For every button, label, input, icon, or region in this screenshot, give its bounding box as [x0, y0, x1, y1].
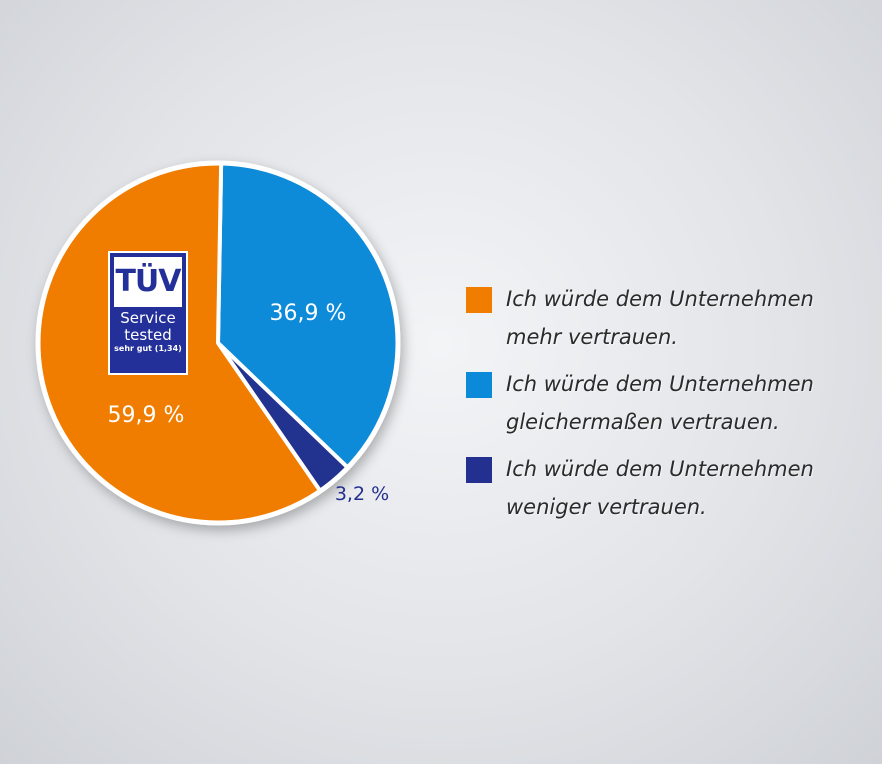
tuv-badge-grade: sehr gut (1,34): [114, 344, 182, 353]
legend-swatch: [466, 372, 492, 398]
legend-item: Ich würde dem Unternehmen weniger vertra…: [466, 450, 866, 526]
slice-value-label: 36,9 %: [270, 301, 347, 326]
slice-value-label: 59,9 %: [108, 403, 185, 428]
legend-swatch: [466, 457, 492, 483]
legend-item: Ich würde dem Unternehmen mehr vertrauen…: [466, 280, 866, 356]
pie-outline: [35, 160, 401, 526]
legend-swatch: [466, 287, 492, 313]
chart-legend: Ich würde dem Unternehmen mehr vertrauen…: [466, 280, 866, 535]
tuv-badge: TÜV Service tested sehr gut (1,34): [108, 251, 188, 375]
tuv-logo: TÜV: [114, 257, 182, 307]
legend-item: Ich würde dem Unternehmen gleichermaßen …: [466, 365, 866, 441]
tuv-badge-line1: Service: [120, 309, 176, 327]
legend-label: Ich würde dem Unternehmen weniger vertra…: [506, 457, 814, 519]
tuv-badge-line2: tested: [124, 326, 172, 344]
legend-label: Ich würde dem Unternehmen gleichermaßen …: [506, 372, 814, 434]
slice-value-label: 3,2 %: [335, 483, 389, 505]
legend-label: Ich würde dem Unternehmen mehr vertrauen…: [506, 287, 814, 349]
